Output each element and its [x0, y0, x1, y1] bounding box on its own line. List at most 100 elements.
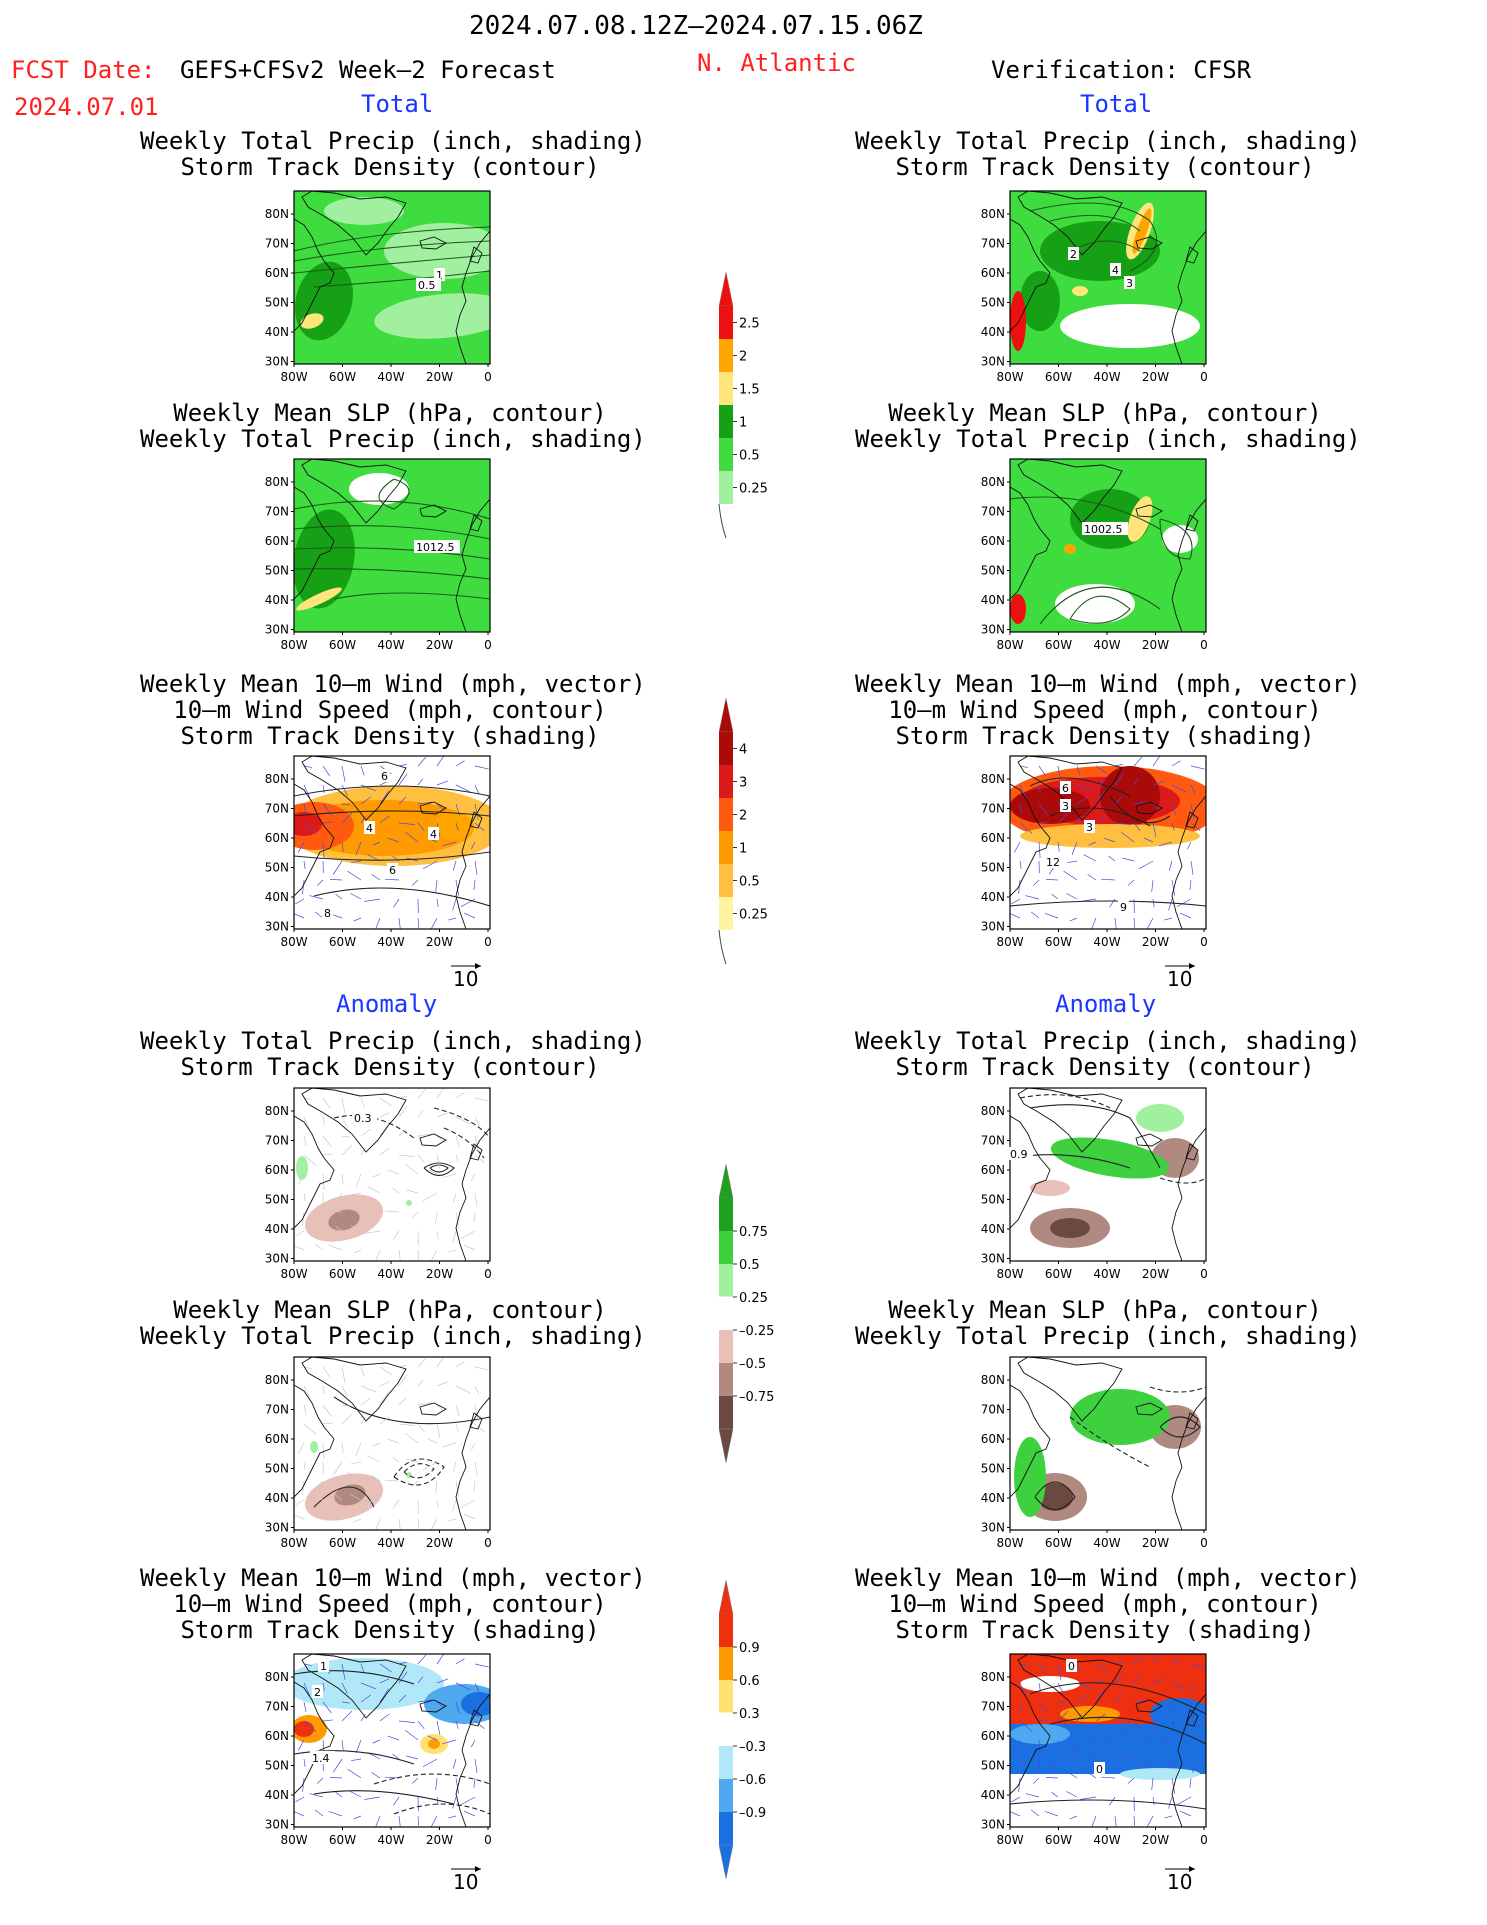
wind-vector — [1114, 1661, 1123, 1665]
lon-tick-label: 40W — [1093, 638, 1120, 652]
colorbar-total-precip: 2.5 2 1.5 1 0.5 0.25 — [718, 271, 768, 539]
shade-blob — [1132, 208, 1152, 254]
map-area — [1010, 459, 1206, 632]
wind-vector — [1044, 1811, 1059, 1817]
lon-tick-label: 0 — [484, 1267, 492, 1281]
lat-tick-label: 70N — [265, 237, 289, 251]
wind-vector — [335, 1494, 343, 1501]
lon-tick-label: 40W — [1093, 370, 1120, 384]
wind-vector — [1095, 780, 1106, 786]
wind-vector — [442, 841, 457, 847]
wind-vector — [463, 1810, 476, 1817]
wind-vector — [1103, 1735, 1116, 1741]
wind-vector — [322, 765, 331, 777]
wind-vector — [1190, 1720, 1201, 1729]
map-area — [294, 1357, 490, 1530]
lon-tick-label: 60W — [1045, 638, 1072, 652]
wind-vector — [294, 1245, 305, 1251]
wind-vector — [360, 1366, 365, 1377]
wind-vector — [470, 1739, 476, 1748]
lon-tick-label: 60W — [329, 1833, 356, 1847]
wind-vector — [1108, 855, 1116, 862]
contour-value-label: 6 — [1060, 781, 1071, 795]
wind-vector — [405, 831, 419, 843]
wind-vector — [353, 1815, 362, 1820]
wind-vector — [1069, 1815, 1078, 1820]
wind-vector — [1013, 841, 1021, 853]
colorbar-bottom-arrow — [718, 1844, 734, 1880]
wind-vector — [417, 1402, 432, 1406]
wind-vector — [1138, 1758, 1154, 1768]
wind-vector — [314, 1243, 324, 1251]
contour-value-label: 0.9 — [1008, 1147, 1033, 1161]
coastline — [1010, 1384, 1051, 1498]
lon-tick-label: 0 — [484, 935, 492, 949]
wind-vector — [1044, 913, 1059, 919]
wind-vector — [1067, 860, 1078, 864]
coastline — [1171, 230, 1206, 364]
lat-tick-label: 50N — [265, 296, 289, 310]
wind-vector — [474, 784, 480, 795]
wind-vector — [1066, 893, 1078, 900]
wind-vector — [360, 784, 377, 792]
wind-vector — [303, 1154, 317, 1166]
contour-line — [443, 1127, 485, 1159]
lat-tick-label: 30N — [265, 355, 289, 369]
wind-vector — [455, 1092, 465, 1099]
wind-vector — [393, 898, 400, 908]
lon-tick-label: 0 — [1200, 638, 1208, 652]
colorbar-segment — [719, 1647, 733, 1680]
title-line: Storm Track Density (shading) — [180, 1616, 600, 1644]
coastline — [301, 756, 407, 821]
wind-vector — [1071, 841, 1078, 856]
wind-vector — [417, 1815, 420, 1826]
wind-vector — [398, 773, 408, 786]
wind-vector — [435, 879, 438, 892]
wind-vector — [436, 1135, 444, 1142]
shade-blob — [374, 293, 490, 339]
coastline — [1010, 1115, 1051, 1229]
wind-vector — [422, 1192, 438, 1202]
colorbar-label: 0.25 — [739, 1291, 768, 1306]
lat-tick-label: 50N — [265, 1193, 289, 1207]
wind-vector — [341, 841, 344, 852]
wind-vector — [474, 1423, 485, 1432]
contour-value-label: 3 — [1124, 276, 1135, 290]
wind-vector — [398, 1423, 415, 1426]
contour-line — [294, 568, 490, 580]
wind-vector — [1019, 784, 1027, 798]
wind-vector — [406, 1458, 419, 1463]
wind-vector — [455, 1154, 459, 1163]
wind-vector — [436, 1423, 441, 1438]
wind-vector — [351, 1192, 362, 1196]
coastline — [455, 795, 490, 929]
wind-vector — [297, 1442, 305, 1454]
lat-tick-label: 50N — [981, 296, 1005, 310]
wind-vector — [417, 1676, 424, 1684]
coastline — [1010, 218, 1051, 332]
colorbar-segment — [719, 471, 733, 504]
wind-vector — [463, 1244, 476, 1251]
wind-vector — [1152, 1796, 1155, 1805]
wind-vector — [417, 1518, 420, 1529]
wind-vector — [322, 1701, 332, 1714]
coastline — [469, 514, 483, 532]
lon-tick-label: 60W — [329, 370, 356, 384]
colorbar-label: 0.3 — [739, 1707, 760, 1722]
wind-vector — [350, 1494, 362, 1501]
wind-vector — [297, 1173, 305, 1185]
wind-vector — [392, 1187, 400, 1194]
contour-line — [294, 1750, 415, 1765]
lon-tick-label: 60W — [1045, 1267, 1072, 1281]
shade-blob — [434, 812, 474, 840]
shade-blob — [324, 197, 404, 225]
title-line: Weekly Total Precip (inch, shading) — [855, 1027, 1361, 1055]
wind-vector — [455, 784, 471, 793]
wind-vector — [435, 1777, 438, 1790]
lon-tick-label: 0 — [1200, 1267, 1208, 1281]
label-text: 4 — [366, 822, 373, 835]
wind-vector — [387, 1169, 400, 1175]
wind-vector — [1019, 860, 1022, 869]
